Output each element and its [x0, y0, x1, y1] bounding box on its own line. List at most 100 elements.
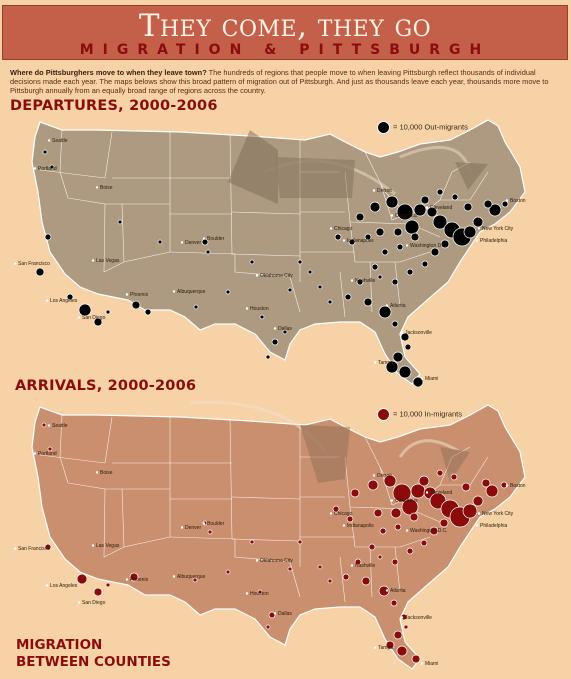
migration-dot: [117, 219, 123, 225]
state-border: [123, 251, 171, 263]
city-marker: [245, 592, 249, 595]
city-label: Jacksonville: [405, 615, 432, 621]
city-label: Boston: [510, 483, 526, 489]
departures-heading: DEPARTURES, 2000-2006: [10, 98, 218, 114]
migration-dot: [332, 505, 340, 513]
state-border: [39, 454, 106, 464]
migration-dot: [451, 193, 459, 201]
migration-dot: [327, 578, 333, 584]
departures-legend-label: = 10,000 Out-migrants: [393, 122, 468, 132]
state-border: [229, 418, 233, 540]
city-label: Atlanta: [390, 588, 406, 594]
migration-dot: [93, 317, 103, 327]
migration-dot: [391, 558, 399, 566]
migration-dot: [430, 247, 440, 257]
migration-dot: [249, 259, 255, 265]
migration-dot: [483, 199, 493, 209]
migration-dot: [271, 338, 279, 346]
migration-dot: [368, 543, 376, 551]
city-label: Cleveland: [430, 490, 452, 496]
migration-dot: [297, 259, 303, 265]
migration-dot: [420, 195, 430, 205]
city-label: Portland: [38, 166, 57, 172]
migration-dot: [76, 573, 88, 585]
migration-dot: [409, 512, 419, 522]
migration-dot: [377, 554, 383, 560]
city-label: Houston: [250, 591, 269, 597]
state-border: [451, 446, 471, 458]
migration-dot: [393, 630, 403, 640]
city-marker: [475, 239, 479, 242]
state-border: [234, 254, 291, 278]
migration-dot: [373, 508, 383, 518]
migration-dot: [436, 469, 444, 477]
city-marker: [425, 491, 429, 494]
migration-dot: [390, 599, 398, 607]
flow-arrow-icon: [189, 400, 470, 483]
city-marker: [420, 662, 424, 665]
city-label: Miami: [425, 376, 438, 382]
migration-dot: [344, 293, 352, 301]
migration-dot: [78, 303, 92, 317]
city-label: New York City: [482, 226, 514, 232]
migration-dot: [371, 263, 379, 271]
city-marker: [385, 304, 389, 307]
page-title: They come, they go: [138, 8, 432, 44]
city-label: San Diego: [82, 315, 106, 321]
city-marker: [329, 512, 333, 515]
state-border: [379, 466, 393, 506]
migration-dot: [439, 518, 449, 528]
migration-dot: [225, 569, 231, 575]
city-label: Indianapolis: [347, 523, 374, 529]
migration-dot: [41, 422, 47, 428]
state-border: [369, 546, 373, 598]
state-border: [394, 261, 401, 308]
migration-dot: [268, 611, 276, 619]
city-label: Detroit: [377, 473, 392, 479]
migration-dot: [297, 539, 303, 545]
city-marker: [373, 361, 377, 364]
city-label: Boise: [100, 185, 113, 191]
migration-dot: [225, 289, 231, 295]
city-marker: [505, 484, 509, 487]
city-label: Oklahoma City: [260, 558, 293, 564]
city-label: Albuquerque: [177, 289, 206, 295]
city-label: Los Angeles: [50, 298, 78, 304]
migration-dot: [192, 577, 198, 583]
city-label: San Diego: [82, 600, 106, 606]
city-label: Philadelphia: [480, 238, 507, 244]
migration-dot: [391, 278, 399, 286]
migration-dot: [450, 473, 458, 481]
migration-dot: [265, 624, 271, 630]
state-border: [169, 251, 236, 255]
migration-dot: [350, 488, 360, 498]
city-marker: [33, 452, 37, 455]
migration-dot: [394, 523, 402, 531]
city-marker: [95, 471, 99, 474]
city-marker: [420, 377, 424, 380]
migration-dot: [287, 566, 293, 572]
city-marker: [77, 316, 81, 319]
state-border: [289, 276, 301, 313]
migration-dot: [342, 573, 350, 581]
migration-dot: [410, 232, 420, 242]
migration-dot: [42, 149, 48, 155]
migration-dot: [379, 527, 387, 535]
city-marker: [400, 331, 404, 334]
migration-dot: [481, 478, 491, 488]
migration-dot: [317, 564, 323, 570]
city-marker: [390, 499, 394, 502]
migration-dot: [400, 332, 410, 342]
migration-dot: [355, 212, 365, 222]
city-marker: [47, 424, 51, 427]
migration-dot: [429, 526, 439, 536]
migration-dot: [393, 227, 403, 237]
state-border: [229, 133, 233, 255]
migration-dot: [463, 225, 477, 239]
migration-dot: [49, 164, 55, 170]
footer-line-2: BETWEEN COUNTIES: [16, 654, 171, 670]
migration-dot: [385, 360, 399, 374]
state-border: [339, 556, 346, 603]
city-label: Oklahoma City: [260, 273, 293, 279]
city-label: Detroit: [377, 188, 392, 194]
